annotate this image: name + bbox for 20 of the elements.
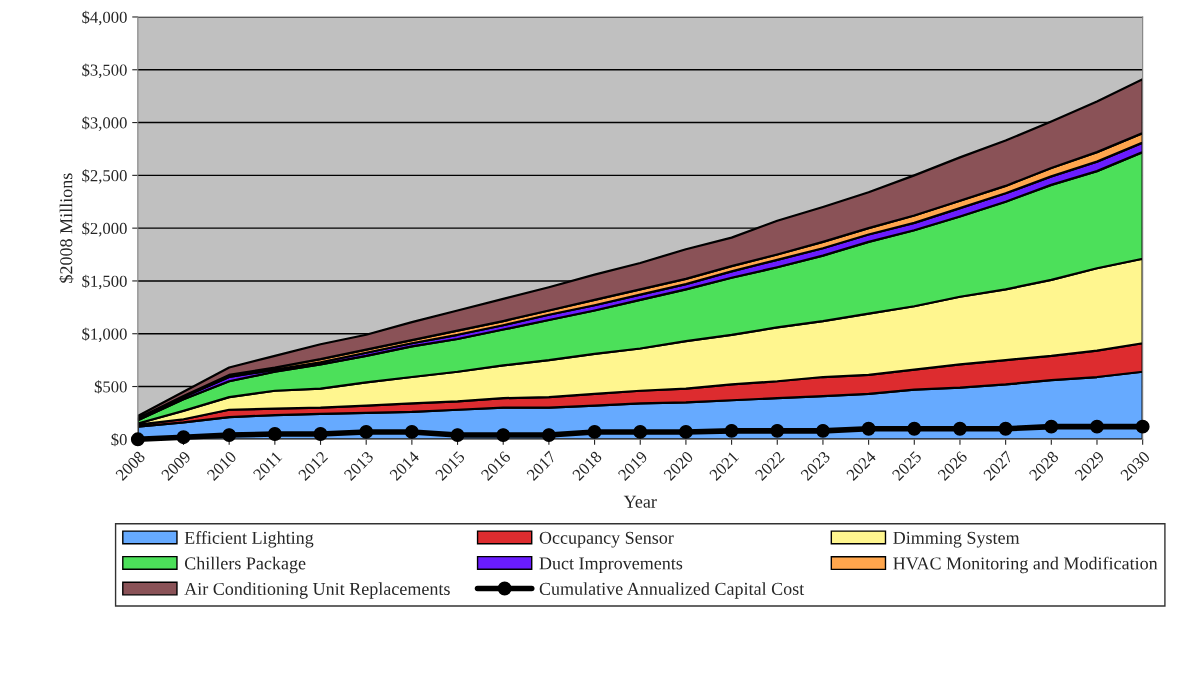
y-tick-label: $3,000 bbox=[82, 116, 127, 131]
legend-label: Cumulative Annualized Capital Cost bbox=[539, 582, 805, 599]
y-tick-label: $0 bbox=[111, 433, 127, 447]
legend-label: Duct Improvements bbox=[539, 557, 683, 574]
legend-label: Occupancy Sensor bbox=[539, 531, 674, 548]
x-axis-title: Year bbox=[623, 495, 657, 508]
legend-label: HVAC Monitoring and Modification bbox=[893, 556, 1158, 574]
y-tick-label: $500 bbox=[94, 380, 127, 394]
legend-label: Air Conditioning Unit Replacements bbox=[184, 582, 450, 599]
y-tick-label: $1,500 bbox=[82, 274, 127, 290]
y-tick-label: $2,500 bbox=[82, 169, 127, 184]
legend-label: Chillers Package bbox=[184, 556, 306, 574]
x-tick-label: 2011 bbox=[252, 450, 283, 481]
y-tick-label: $4,000 bbox=[82, 10, 127, 26]
y-tick-label: $1,000 bbox=[82, 327, 127, 343]
y-axis-title: $2008 Millions bbox=[59, 173, 74, 283]
legend-label: Efficient Lighting bbox=[184, 531, 314, 548]
y-tick-label: $2,000 bbox=[82, 221, 127, 237]
legend-label: Dimming System bbox=[893, 531, 1020, 548]
y-tick-label: $3,500 bbox=[82, 63, 127, 79]
